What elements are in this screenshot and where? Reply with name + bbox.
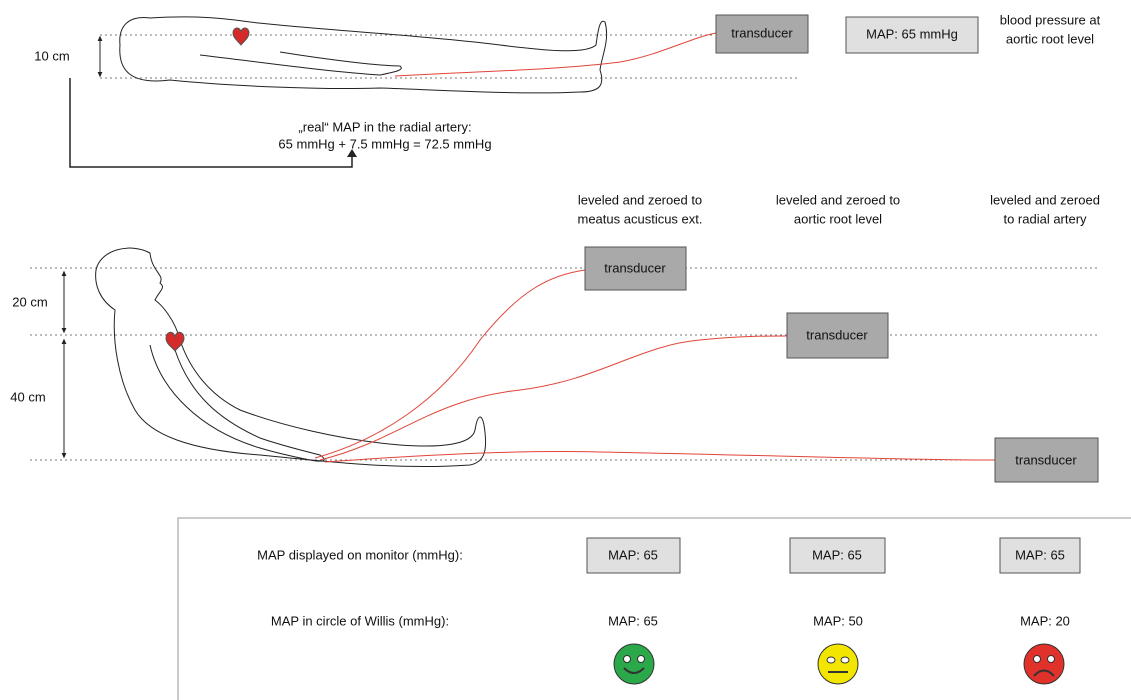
panel-border bbox=[177, 517, 1131, 700]
transducer-label: transducer bbox=[731, 25, 793, 40]
tube bbox=[394, 32, 717, 77]
bracket-arrow bbox=[347, 149, 357, 157]
column-header: leveled and zeroed to bbox=[776, 192, 900, 207]
lying-arm bbox=[199, 51, 402, 76]
distance-label: 40 cm bbox=[10, 389, 45, 404]
monitor-box bbox=[789, 537, 886, 574]
monitor-value: MAP: 65 bbox=[812, 547, 862, 562]
column-header: leveled and zeroed to bbox=[578, 192, 702, 207]
column-header: to radial artery bbox=[1003, 211, 1087, 226]
tube bbox=[319, 335, 788, 461]
tube bbox=[324, 451, 996, 463]
willis-value: MAP: 65 bbox=[608, 613, 658, 628]
real-map-line: „real“ MAP in the radial artery: bbox=[298, 119, 471, 134]
lying-body bbox=[119, 16, 608, 94]
happy-face bbox=[613, 643, 655, 685]
real-map-line: 65 mmHg + 7.5 mmHg = 72.5 mmHg bbox=[278, 136, 491, 151]
monitor-box bbox=[586, 537, 681, 574]
monitor-label: MAP: 65 mmHg bbox=[866, 26, 958, 41]
column-header: meatus acusticus ext. bbox=[578, 211, 703, 226]
willis-value: MAP: 20 bbox=[1020, 613, 1070, 628]
row-label: MAP displayed on monitor (mmHg): bbox=[257, 547, 463, 562]
note-line: blood pressure at bbox=[1000, 12, 1101, 27]
transducer-box bbox=[584, 246, 687, 291]
sad-face bbox=[1023, 643, 1065, 685]
reclining-arm bbox=[149, 344, 325, 462]
heart bbox=[232, 27, 250, 46]
column-header: aortic root level bbox=[794, 211, 882, 226]
distance-label: 10 cm bbox=[34, 48, 69, 63]
monitor-value: MAP: 65 bbox=[608, 547, 658, 562]
monitor-box bbox=[845, 16, 979, 54]
transducer-box bbox=[994, 437, 1099, 483]
column-header: leveled and zeroed bbox=[990, 192, 1100, 207]
note-line: aortic root level bbox=[1006, 31, 1094, 46]
transducer-box bbox=[786, 312, 889, 359]
transducer-box bbox=[715, 14, 809, 54]
bottom-scene: leveled and zeroed to meatus acusticus e… bbox=[10, 192, 1100, 483]
top-scene: 10 cm transducer MAP: 65 mmHg blood pres… bbox=[34, 12, 1101, 168]
row-label: MAP in circle of Willis (mmHg): bbox=[271, 613, 449, 628]
neutral-face bbox=[817, 643, 859, 685]
reclining-body bbox=[95, 247, 487, 468]
transducer-label: transducer bbox=[604, 260, 666, 275]
tube bbox=[314, 269, 586, 459]
bracket bbox=[69, 78, 353, 168]
monitor-box bbox=[999, 537, 1081, 574]
willis-value: MAP: 50 bbox=[813, 613, 863, 628]
transducer-label: transducer bbox=[806, 327, 868, 342]
monitor-value: MAP: 65 bbox=[1015, 547, 1065, 562]
heart bbox=[165, 331, 185, 352]
results-panel: MAP displayed on monitor (mmHg): MAP in … bbox=[177, 517, 1131, 700]
distance-label: 20 cm bbox=[12, 294, 47, 309]
transducer-label: transducer bbox=[1015, 452, 1077, 467]
